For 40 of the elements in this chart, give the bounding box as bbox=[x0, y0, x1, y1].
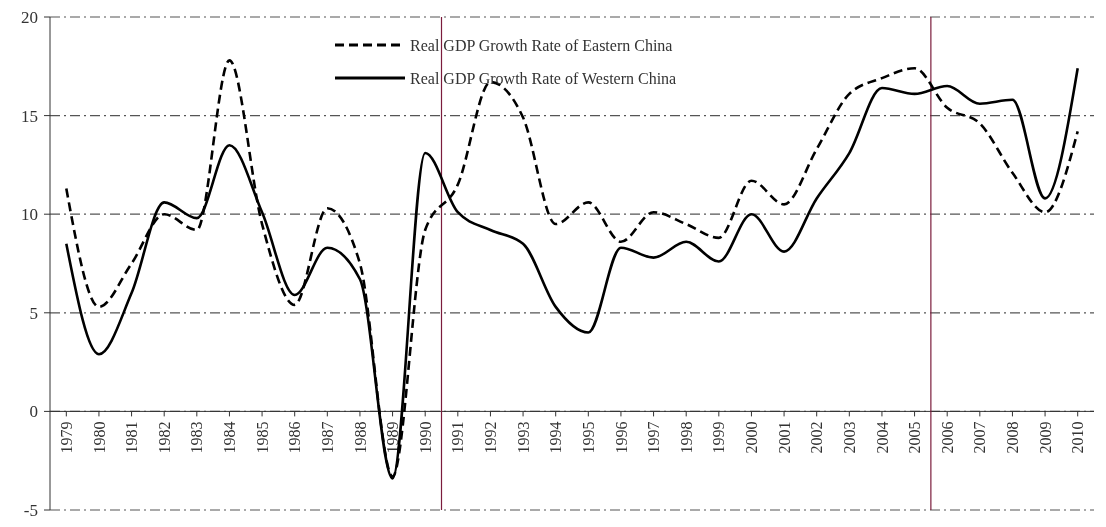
x-tick-label: 1998 bbox=[677, 421, 695, 454]
y-tick-label: -5 bbox=[23, 500, 38, 520]
x-tick-label: 1984 bbox=[221, 421, 239, 454]
x-tick-label: 1983 bbox=[188, 421, 206, 454]
x-tick-label: 1999 bbox=[710, 421, 728, 454]
y-tick-label: 10 bbox=[21, 205, 38, 225]
x-tick-label: 1988 bbox=[351, 421, 369, 454]
x-tick-label: 2009 bbox=[1036, 421, 1054, 454]
y-tick-label: 15 bbox=[21, 106, 38, 126]
x-tick-label: 1995 bbox=[579, 421, 597, 454]
y-tick-label: 20 bbox=[21, 7, 38, 27]
x-tick-label: 2005 bbox=[906, 421, 924, 454]
x-tick-label: 2006 bbox=[938, 421, 956, 454]
x-tick-label: 1992 bbox=[482, 421, 500, 454]
x-tick-label: 1993 bbox=[514, 421, 532, 454]
x-tick-label: 1979 bbox=[57, 421, 75, 454]
legend-label: Real GDP Growth Rate of Eastern China bbox=[410, 36, 673, 54]
x-tick-label: 1991 bbox=[449, 421, 467, 454]
x-tick-label: 1997 bbox=[645, 421, 663, 454]
x-tick-label: 1982 bbox=[155, 421, 173, 454]
x-tick-label: 1981 bbox=[123, 421, 141, 454]
x-tick-label: 2007 bbox=[971, 421, 989, 454]
x-tick-label: 2008 bbox=[1004, 421, 1022, 454]
x-tick-label: 1996 bbox=[612, 421, 630, 454]
x-tick-label: 2001 bbox=[775, 421, 793, 454]
x-tick-label: 1990 bbox=[416, 421, 434, 454]
x-tick-label: 1989 bbox=[384, 421, 402, 454]
x-tick-label: 2004 bbox=[873, 421, 891, 454]
x-tick-label: 1994 bbox=[547, 421, 565, 454]
x-tick-label: 2010 bbox=[1069, 421, 1087, 454]
x-tick-label: 1986 bbox=[286, 421, 304, 454]
x-tick-label: 1987 bbox=[318, 421, 336, 454]
x-tick-label: 1985 bbox=[253, 421, 271, 454]
x-tick-label: 2002 bbox=[808, 421, 826, 454]
x-tick-label: 2003 bbox=[840, 421, 858, 454]
legend-label: Real GDP Growth Rate of Western China bbox=[410, 69, 677, 87]
x-tick-label: 1980 bbox=[90, 421, 108, 454]
y-tick-label: 0 bbox=[29, 402, 38, 422]
y-tick-label: 5 bbox=[29, 303, 38, 323]
x-tick-label: 2000 bbox=[743, 421, 761, 454]
